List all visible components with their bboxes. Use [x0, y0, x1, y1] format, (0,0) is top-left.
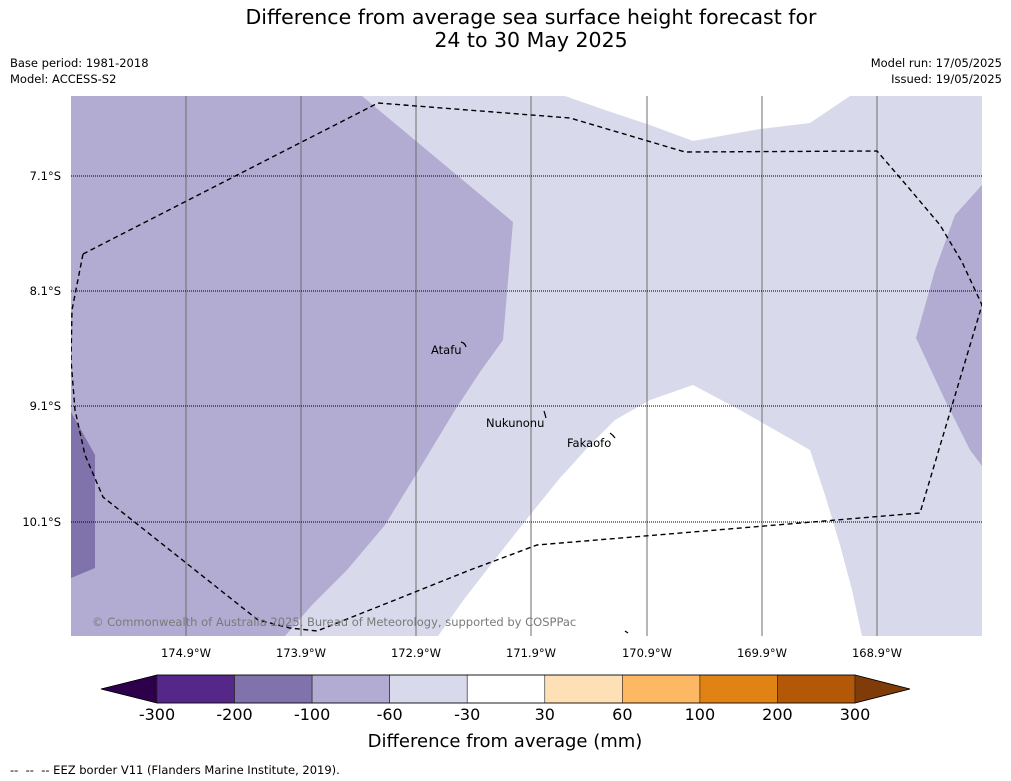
map-panel: Atafu Nukunonu Fakaofo © Commonwealth of…: [71, 96, 982, 636]
eez-border: [71, 102, 982, 632]
island-label-nukunonu: Nukunonu: [486, 416, 544, 430]
fakaofo-island-marker: [609, 432, 616, 439]
latitude-label: 9.1°S: [30, 399, 61, 413]
colorbar-segment: [389, 674, 468, 704]
colorbar-segment: [777, 674, 856, 704]
longitude-label: 173.9°W: [276, 646, 326, 660]
colorbar-tick-label: -100: [294, 705, 330, 724]
colorbar-label: Difference from average (mm): [368, 731, 643, 752]
figure-title-line2: 24 to 30 May 2025: [434, 28, 627, 52]
colorbar-extend-high: [854, 674, 911, 704]
model-text: Model: ACCESS-S2: [10, 72, 116, 86]
eez-legend-text: -- -- -- EEZ border V11 (Flanders Marine…: [10, 763, 340, 777]
atafu-island-marker: [460, 341, 467, 348]
colorbar-tick-label: -300: [139, 705, 175, 724]
colorbar-segment: [234, 674, 313, 704]
latitude-label: 10.1°S: [22, 515, 61, 529]
colorbar-tick-label: -30: [454, 705, 480, 724]
island-label-atafu: Atafu: [431, 343, 462, 357]
longitude-label: 170.9°W: [622, 646, 672, 660]
region-neutral-south: [438, 385, 862, 636]
region-minus100-to-minus60-east: [916, 185, 982, 466]
nukunonu-island-marker: [543, 410, 547, 419]
latitude-label: 7.1°S: [30, 169, 61, 183]
longitude-label: 171.9°W: [506, 646, 556, 660]
region-minus100-to-minus60-west: [71, 96, 513, 636]
model-run-text: Model run: 17/05/2025: [871, 56, 1002, 70]
colorbar-segment: [622, 674, 701, 704]
colorbar-outline: [100, 674, 911, 704]
longitude-label: 174.9°W: [161, 646, 211, 660]
colorbar-tick-label: 30: [535, 705, 555, 724]
colorbar-extend-low: [100, 674, 158, 704]
colorbar-segment: [544, 674, 623, 704]
colorbar-segment: [466, 674, 546, 704]
colorbar-tick-label: -200: [216, 705, 252, 724]
island-marker: [624, 630, 629, 634]
base-period-text: Base period: 1981-2018: [10, 56, 149, 70]
colorbar-tick-label: 60: [612, 705, 632, 724]
colorbar-segment: [311, 674, 390, 704]
region-neutral-north: [565, 96, 850, 141]
island-label-fakaofo: Fakaofo: [567, 436, 611, 450]
latitude-label: 8.1°S: [30, 284, 61, 298]
colorbar-tick-label: 200: [762, 705, 793, 724]
figure-title-line1: Difference from average sea surface heig…: [246, 5, 818, 29]
colorbar: [100, 674, 911, 704]
colorbar-tick-label: 300: [840, 705, 871, 724]
issued-text: Issued: 19/05/2025: [891, 72, 1002, 86]
colorbar-segment: [699, 674, 778, 704]
colorbar-tick-label: -60: [377, 705, 403, 724]
region-minus200-to-minus100: [71, 412, 95, 578]
colorbar-tick-label: 100: [685, 705, 716, 724]
colorbar-segment: [156, 674, 235, 704]
longitude-label: 169.9°W: [737, 646, 787, 660]
longitude-label: 168.9°W: [852, 646, 902, 660]
copyright-text: © Commonwealth of Australia 2025, Bureau…: [92, 615, 576, 629]
longitude-label: 172.9°W: [391, 646, 441, 660]
